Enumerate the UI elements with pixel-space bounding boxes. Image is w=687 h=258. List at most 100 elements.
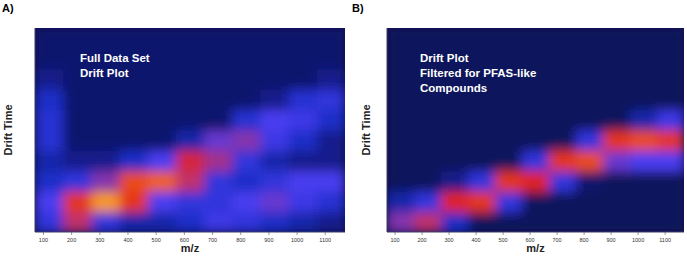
heat-cell	[176, 171, 205, 192]
heat-cell	[91, 130, 120, 151]
x-tick-label: 900	[607, 237, 616, 243]
heat-cell	[317, 171, 345, 192]
heat-cell	[232, 171, 261, 192]
heat-cell	[387, 28, 415, 49]
heat-cell	[35, 212, 64, 232]
x-tick-label: 300	[95, 237, 104, 243]
heat-cell	[317, 212, 345, 232]
x-tick	[71, 232, 72, 235]
annotation: Drift Plot	[80, 67, 129, 79]
heat-cell	[204, 150, 233, 171]
heat-cell	[630, 28, 658, 49]
x-tick-label: 1100	[659, 237, 671, 243]
heat-cell	[204, 28, 233, 49]
heat-cell	[204, 69, 233, 90]
heatmap-clip	[35, 28, 345, 232]
heat-cell	[603, 150, 631, 171]
heat-cell	[260, 171, 289, 192]
heat-cell	[232, 212, 261, 232]
heatmap-clip	[387, 28, 684, 232]
heat-cell	[91, 212, 120, 232]
x-tick	[476, 232, 477, 235]
x-tick	[184, 232, 185, 235]
heat-cell	[35, 171, 64, 192]
heat-cell	[91, 28, 120, 49]
heat-cell	[289, 89, 318, 110]
heat-cell	[603, 28, 631, 49]
heat-cell	[232, 110, 261, 131]
heat-cell	[387, 150, 415, 171]
x-tick-label: 100	[39, 237, 48, 243]
heat-cell	[35, 191, 64, 212]
heat-cell	[91, 89, 120, 110]
heat-cell	[232, 69, 261, 90]
heat-cell	[176, 110, 205, 131]
y-axis-label: Drift Time	[2, 104, 14, 155]
heat-cell	[63, 130, 92, 151]
heat-cell	[549, 110, 577, 131]
heat-cell	[468, 212, 496, 232]
heat-cell	[441, 212, 469, 232]
heat-cell	[120, 191, 149, 212]
heat-cell	[148, 48, 177, 69]
heat-cell	[63, 28, 92, 49]
heat-cell	[495, 28, 523, 49]
heat-cell	[120, 28, 149, 49]
heat-cell	[289, 150, 318, 171]
heat-cell	[630, 110, 658, 131]
panel-label: B)	[352, 2, 364, 14]
y-axis-line	[35, 28, 36, 232]
heat-cell	[522, 191, 550, 212]
heat-cell	[576, 28, 604, 49]
heat-cell	[289, 48, 318, 69]
x-tick-label: 1000	[291, 237, 303, 243]
heat-cell	[120, 130, 149, 151]
heat-cell	[35, 69, 64, 90]
heat-cell	[657, 110, 684, 131]
heat-cell	[414, 28, 442, 49]
x-tick	[665, 232, 666, 235]
heat-cell	[414, 212, 442, 232]
x-tick-label: 1000	[632, 237, 644, 243]
x-tick-label: 200	[418, 237, 427, 243]
heat-cell	[317, 150, 345, 171]
heat-cell	[176, 48, 205, 69]
heat-cell	[317, 48, 345, 69]
x-axis-label: m/z	[181, 242, 200, 254]
heat-cell	[35, 150, 64, 171]
heat-cell	[148, 130, 177, 151]
x-tick	[240, 232, 241, 235]
heat-cell	[657, 212, 684, 232]
heat-cell	[35, 28, 64, 49]
heat-cell	[91, 191, 120, 212]
heat-cell	[603, 48, 631, 69]
heat-cell	[495, 191, 523, 212]
x-tick	[449, 232, 450, 235]
heat-cell	[317, 130, 345, 151]
x-tick-label: 400	[123, 237, 132, 243]
x-tick-label: 800	[580, 237, 589, 243]
x-axis-line	[35, 232, 345, 233]
heat-cell	[522, 89, 550, 110]
heat-cell	[232, 89, 261, 110]
heat-cell	[468, 130, 496, 151]
heat-cell	[495, 150, 523, 171]
plot-background	[35, 28, 345, 232]
heat-cell	[414, 130, 442, 151]
heat-cell	[630, 48, 658, 69]
x-tick	[156, 232, 157, 235]
heat-cell	[63, 89, 92, 110]
heat-cell	[495, 171, 523, 192]
heat-cell	[260, 191, 289, 212]
x-axis-label: m/z	[526, 242, 545, 254]
heat-cell	[549, 28, 577, 49]
heat-cell	[260, 48, 289, 69]
heat-cell	[63, 150, 92, 171]
heat-cell	[148, 212, 177, 232]
x-tick	[638, 232, 639, 235]
x-tick-label: 900	[264, 237, 273, 243]
heat-cell	[441, 130, 469, 151]
heat-cell	[657, 191, 684, 212]
x-tick-label: 100	[391, 237, 400, 243]
x-tick-label: 300	[445, 237, 454, 243]
